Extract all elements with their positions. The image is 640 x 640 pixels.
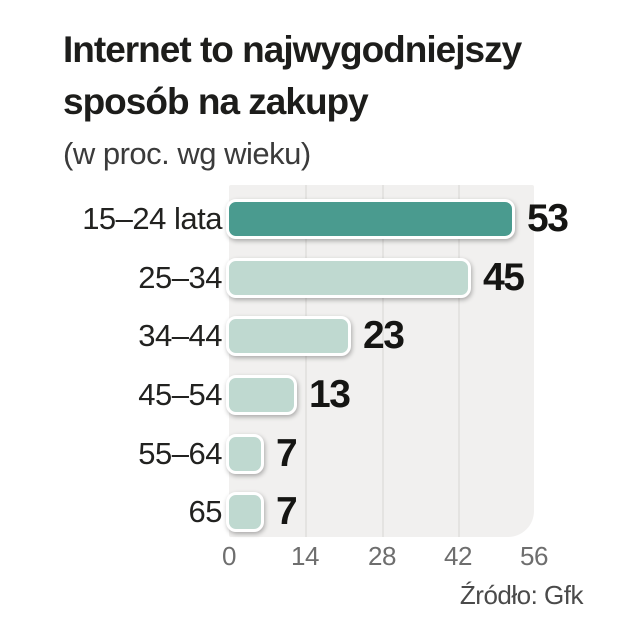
category-label: 55–64	[138, 435, 222, 471]
value-label: 7	[276, 431, 298, 475]
chart-subtitle: (w proc. wg wieku)	[63, 136, 311, 171]
bar-row-15-24: 15–24 lata 53	[0, 190, 640, 249]
bar-row-34-44: 34–44 23	[0, 307, 640, 366]
value-label: 7	[276, 490, 298, 534]
chart-title: Internet to najwygodniejszy sposób na za…	[63, 24, 603, 128]
x-tick-14: 14	[291, 541, 319, 571]
bar-55-64	[226, 433, 264, 474]
x-tick-56: 56	[520, 541, 548, 571]
bar-45-54	[226, 375, 297, 416]
category-label: 65	[188, 494, 223, 530]
bar-34-44	[226, 316, 351, 357]
x-tick-0: 0	[222, 541, 236, 571]
plot-area	[229, 185, 534, 537]
value-label: 45	[483, 255, 525, 299]
x-tick-42: 42	[444, 541, 472, 571]
category-label: 34–44	[138, 318, 222, 354]
bar-row-45-54: 45–54 13	[0, 366, 640, 425]
category-label: 15–24 lata	[82, 201, 222, 237]
gridline	[305, 185, 307, 537]
bar-rows: 15–24 lata 53 25–34 45 34–44 23 45–54 13…	[0, 190, 640, 542]
x-axis: 0 14 28 42 56	[0, 541, 640, 571]
chart-title-line2: sposób na zakupy	[63, 81, 369, 122]
gridline	[382, 185, 384, 537]
x-tick-28: 28	[368, 541, 396, 571]
bar-65	[226, 492, 264, 533]
bar-chart: 15–24 lata 53 25–34 45 34–44 23 45–54 13…	[0, 185, 640, 571]
bar-row-25-34: 25–34 45	[0, 249, 640, 308]
value-label: 23	[363, 314, 405, 358]
value-label: 53	[527, 197, 569, 241]
category-label: 25–34	[138, 259, 222, 295]
bar-row-55-64: 55–64 7	[0, 424, 640, 483]
source-credit: Źródło: Gfk	[459, 580, 584, 610]
category-label: 45–54	[138, 377, 222, 413]
chart-header: Internet to najwygodniejszy sposób na za…	[63, 24, 603, 171]
bar-row-65: 65 7	[0, 483, 640, 542]
bar-15-24	[226, 199, 515, 240]
bar-25-34	[226, 257, 471, 298]
gridline	[458, 185, 460, 537]
chart-title-line1: Internet to najwygodniejszy	[63, 29, 522, 70]
value-label: 13	[309, 373, 351, 417]
